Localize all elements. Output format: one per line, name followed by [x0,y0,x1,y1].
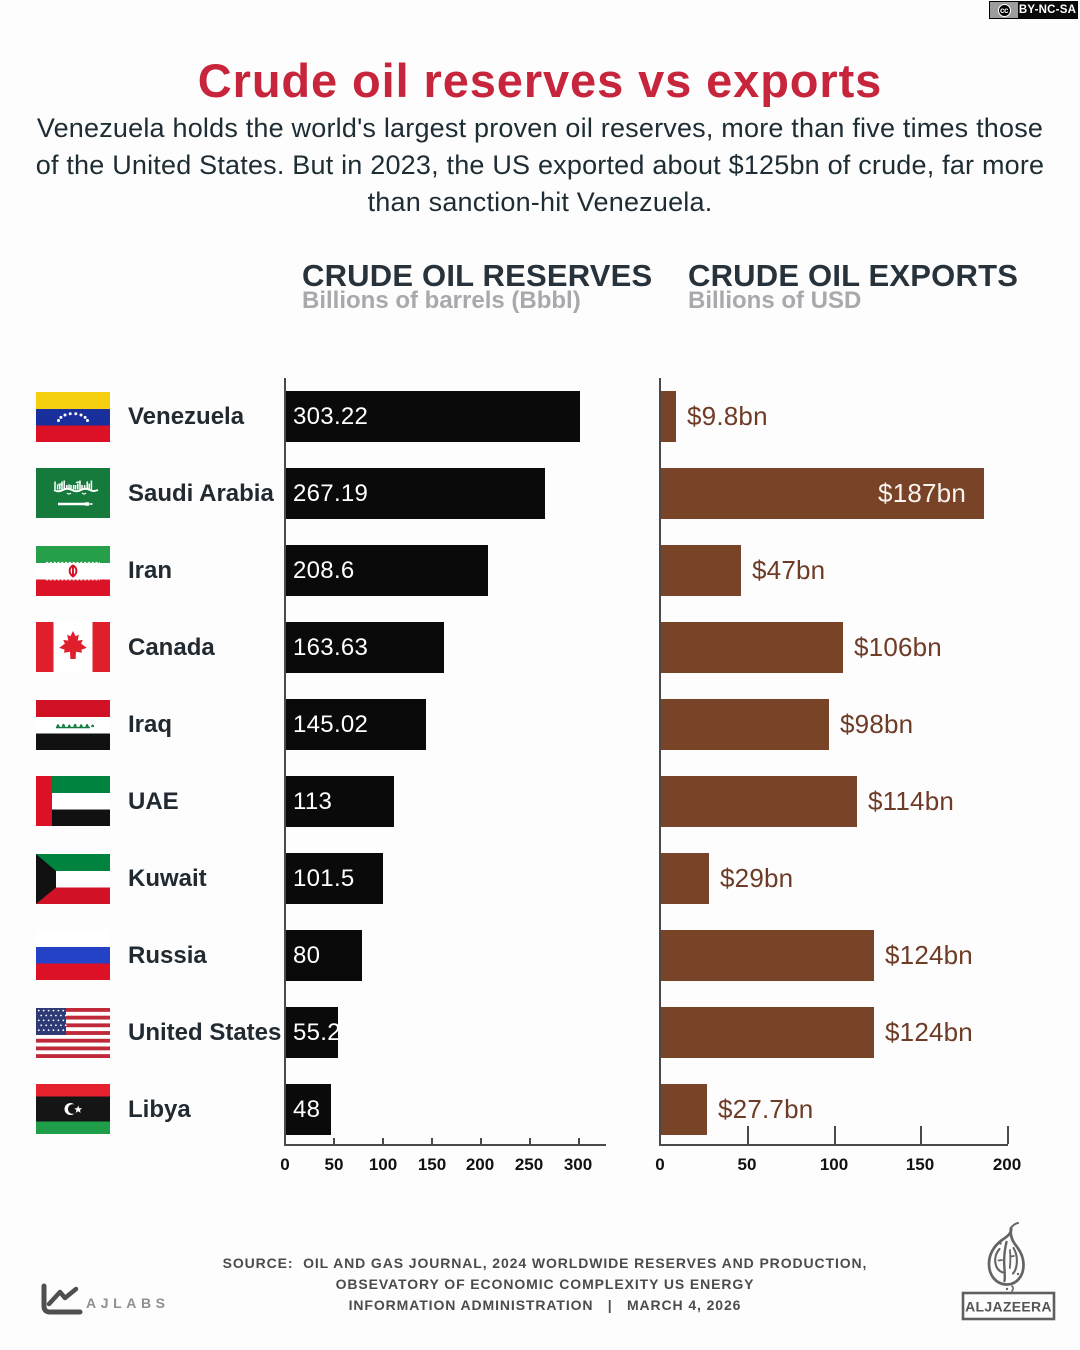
svg-text:AJLABS: AJLABS [86,1295,170,1311]
svg-text:ALJAZEERA: ALJAZEERA [965,1299,1052,1315]
